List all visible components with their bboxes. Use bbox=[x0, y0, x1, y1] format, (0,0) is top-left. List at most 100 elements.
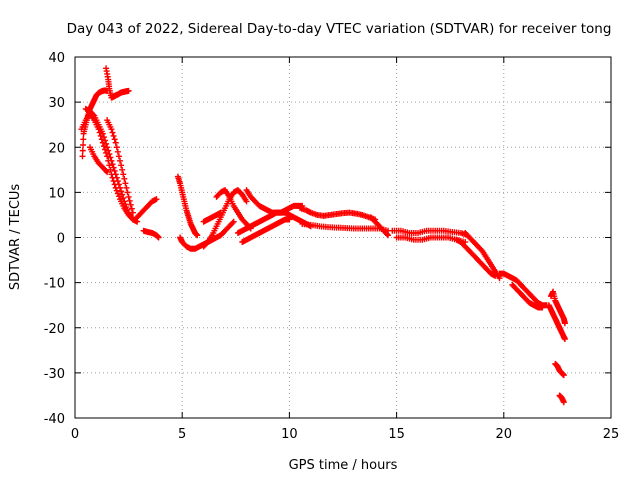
data-point bbox=[121, 175, 128, 182]
data-point bbox=[126, 197, 133, 204]
data-point bbox=[561, 320, 568, 327]
series-trace-29 bbox=[556, 392, 567, 406]
data-point bbox=[80, 136, 87, 143]
data-point bbox=[103, 167, 110, 174]
data-point bbox=[113, 174, 120, 181]
x-tick-label: 15 bbox=[388, 427, 405, 442]
data-point bbox=[492, 272, 499, 279]
data-point bbox=[104, 144, 111, 151]
data-point bbox=[112, 171, 119, 178]
data-point bbox=[114, 178, 121, 185]
x-tick-label: 0 bbox=[71, 427, 79, 442]
series-trace-26 bbox=[547, 288, 568, 327]
x-axis-label: GPS time / hours bbox=[289, 458, 398, 473]
axis-ticks: 0 5 10 15 20 25 -40 -30 -20 -10 0 10 20 30 40 bbox=[44, 51, 620, 442]
data-point bbox=[118, 162, 125, 169]
data-point bbox=[122, 201, 129, 208]
data-point bbox=[561, 336, 568, 343]
data-point bbox=[106, 162, 113, 169]
data-point bbox=[127, 201, 134, 208]
data-point bbox=[385, 232, 392, 239]
data-point bbox=[124, 206, 131, 213]
data-point bbox=[80, 141, 87, 148]
data-point bbox=[123, 204, 130, 211]
data-point bbox=[383, 231, 390, 238]
data-point bbox=[107, 166, 114, 173]
series-trace-23 bbox=[453, 236, 499, 279]
series-trace-24 bbox=[496, 270, 550, 309]
x-tick-label: 25 bbox=[603, 427, 620, 442]
data-point bbox=[100, 134, 107, 141]
data-point bbox=[125, 87, 132, 94]
series-trace-15 bbox=[234, 209, 314, 236]
data-point bbox=[115, 181, 122, 188]
data-point bbox=[120, 195, 127, 202]
data-point bbox=[102, 137, 109, 144]
data-point bbox=[217, 209, 224, 216]
x-tick-label: 10 bbox=[281, 427, 298, 442]
series-trace-27 bbox=[545, 302, 568, 343]
series-trace-17 bbox=[297, 205, 379, 223]
data-point bbox=[108, 126, 115, 133]
data-point bbox=[124, 189, 131, 196]
data-point bbox=[105, 147, 112, 154]
data-point bbox=[120, 171, 127, 178]
data-point bbox=[106, 151, 113, 158]
series-trace-10 bbox=[177, 218, 237, 252]
y-tick-label: 20 bbox=[48, 141, 65, 156]
data-point bbox=[243, 198, 250, 205]
y-axis-label: SDTVAR / TECUs bbox=[8, 184, 23, 291]
grid bbox=[75, 57, 611, 418]
data-point bbox=[104, 169, 111, 176]
data-point bbox=[111, 167, 118, 174]
series-trace-6 bbox=[87, 144, 111, 176]
data-point bbox=[286, 216, 293, 223]
y-tick-label: -30 bbox=[44, 367, 65, 382]
data-point bbox=[121, 198, 128, 205]
data-point bbox=[110, 164, 117, 171]
data-point bbox=[103, 140, 110, 147]
chart-title: Day 043 of 2022, Sidereal Day-to-day VTE… bbox=[67, 21, 612, 37]
series-trace-25 bbox=[509, 281, 546, 311]
series-trace-28 bbox=[552, 360, 567, 379]
data-point bbox=[109, 129, 116, 136]
data-point bbox=[118, 188, 125, 195]
data-point bbox=[111, 136, 118, 143]
series-trace-8 bbox=[140, 227, 162, 241]
data-point bbox=[115, 153, 122, 160]
series-trace-21 bbox=[393, 234, 469, 246]
data-point bbox=[560, 372, 567, 379]
data-point bbox=[153, 196, 160, 203]
data-point bbox=[112, 139, 119, 146]
data-point bbox=[110, 132, 117, 139]
y-tick-label: 30 bbox=[48, 96, 65, 111]
data-point bbox=[123, 184, 130, 191]
data-point bbox=[113, 144, 120, 151]
data-point bbox=[117, 184, 124, 191]
data-point bbox=[107, 154, 114, 161]
series-trace-13 bbox=[200, 209, 224, 225]
data-point bbox=[119, 166, 126, 173]
y-tick-label: -10 bbox=[44, 277, 65, 292]
data-point bbox=[194, 232, 201, 239]
data-point bbox=[90, 111, 97, 118]
x-tick-label: 5 bbox=[178, 427, 186, 442]
data-point bbox=[79, 153, 86, 160]
data-point bbox=[122, 180, 129, 187]
data-point bbox=[119, 191, 126, 198]
y-tick-label: -40 bbox=[44, 412, 65, 427]
series-trace-22 bbox=[462, 229, 503, 282]
data-point bbox=[539, 304, 546, 311]
y-tick-label: 40 bbox=[48, 51, 65, 66]
data-point bbox=[128, 205, 135, 212]
data-point bbox=[560, 399, 567, 406]
data-point bbox=[229, 219, 236, 226]
series-trace-7 bbox=[132, 196, 160, 223]
y-tick-label: 10 bbox=[48, 186, 65, 201]
data-points bbox=[78, 65, 568, 406]
series-trace-2 bbox=[103, 65, 132, 101]
series-trace-5 bbox=[104, 117, 136, 216]
series-trace-9 bbox=[174, 173, 201, 239]
data-point bbox=[109, 161, 116, 168]
